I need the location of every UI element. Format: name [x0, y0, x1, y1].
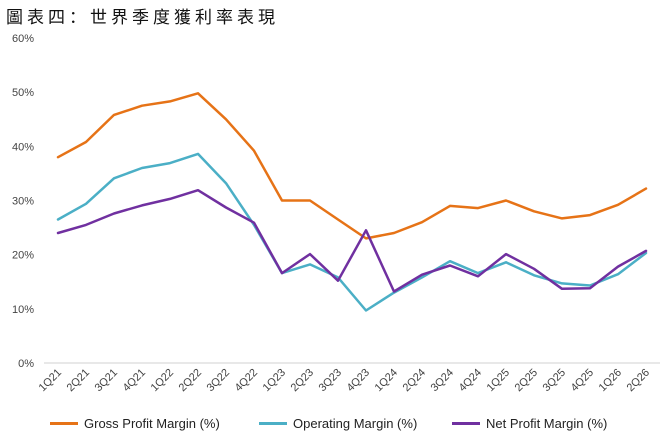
x-tick-label: 3Q25: [541, 367, 569, 395]
x-tick-label: 4Q23: [345, 367, 373, 395]
x-tick-label: 2Q23: [289, 367, 317, 395]
x-tick-label: 4Q24: [457, 367, 485, 395]
legend-swatch-operating: [259, 422, 287, 425]
y-tick-label: 20%: [12, 250, 34, 262]
x-tick-label: 2Q25: [513, 367, 541, 395]
y-tick-label: 40%: [12, 141, 34, 153]
legend-label-gross: Gross Profit Margin (%): [84, 416, 220, 431]
x-tick-label: 3Q24: [429, 367, 457, 395]
x-tick-label: 3Q21: [93, 367, 121, 395]
x-tick-label: 1Q22: [149, 367, 177, 395]
legend-swatch-gross: [50, 422, 78, 425]
legend-label-net: Net Profit Margin (%): [486, 416, 608, 431]
legend-item-operating: Operating Margin (%): [259, 416, 417, 431]
y-tick-label: 0%: [18, 358, 34, 370]
y-tick-label: 30%: [12, 196, 34, 208]
y-tick-label: 60%: [12, 33, 34, 45]
x-tick-label: 2Q26: [625, 367, 653, 395]
x-tick-label: 1Q24: [373, 367, 401, 395]
y-tick-label: 10%: [12, 304, 34, 316]
x-tick-label: 2Q24: [401, 367, 429, 395]
series-line-0: [56, 92, 648, 240]
x-axis-ticks: 1Q21 2Q21 3Q21 4Q21 1Q22 2Q22 3Q22 4Q22 1Q23 2Q23…: [37, 367, 653, 395]
chart-title: 圖表四：世界季度獲利率表現: [6, 8, 279, 28]
y-axis-ticks: 0% 10% 20% 30% 40% 50% 60%: [12, 33, 34, 370]
x-tick-label: 4Q22: [233, 367, 261, 395]
x-tick-label: 3Q22: [205, 367, 233, 395]
x-tick-label: 1Q23: [261, 367, 289, 395]
legend-item-gross: Gross Profit Margin (%): [50, 416, 220, 431]
x-tick-label: 1Q25: [485, 367, 513, 395]
series-line-2: [56, 188, 648, 293]
x-tick-label: 1Q26: [597, 367, 625, 395]
x-tick-label: 1Q21: [37, 367, 65, 395]
y-tick-label: 50%: [12, 87, 34, 99]
x-tick-label: 3Q23: [317, 367, 345, 395]
legend-swatch-net: [452, 422, 480, 425]
legend-label-operating: Operating Margin (%): [293, 416, 418, 431]
x-tick-label: 4Q25: [569, 367, 597, 395]
x-tick-label: 2Q22: [177, 367, 205, 395]
x-tick-label: 4Q21: [121, 367, 149, 395]
series-lines: [56, 92, 648, 312]
legend-item-net: Net Profit Margin (%): [452, 416, 607, 431]
x-tick-label: 2Q21: [65, 367, 93, 395]
legend: Gross Profit Margin (%) Operating Margin…: [0, 416, 665, 436]
